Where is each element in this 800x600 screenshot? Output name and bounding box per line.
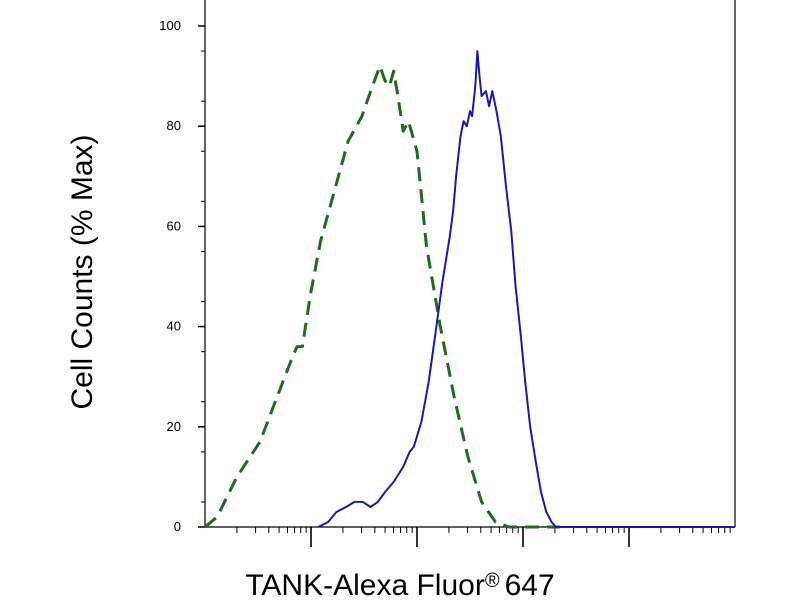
y-tick-label: 100: [159, 18, 181, 33]
solid-histogram-line: [317, 50, 735, 528]
y-tick-label: 60: [167, 218, 181, 233]
series-layer: [204, 50, 735, 529]
y-tick-label: 0: [174, 519, 181, 534]
y-axis-label: Cell Counts (% Max): [66, 134, 99, 409]
y-tick-label: 40: [167, 319, 181, 334]
x-axis-label-main: TANK-Alexa Fluor: [245, 569, 485, 600]
y-tick-label: 80: [167, 118, 181, 133]
x-axis-label-suffix: 647: [505, 569, 555, 600]
dashed-histogram-line: [204, 64, 561, 529]
plot-frame: [204, 0, 736, 528]
y-axis: 0 20 40 60 80 100: [159, 18, 205, 534]
registered-mark: ®: [485, 570, 500, 592]
x-axis: [236, 527, 731, 547]
y-tick-label: 20: [167, 419, 181, 434]
x-axis-label: TANK-Alexa Fluor® 647: [245, 569, 554, 600]
